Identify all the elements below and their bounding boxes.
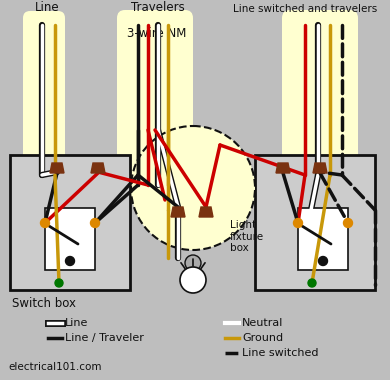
Circle shape	[319, 256, 328, 266]
Circle shape	[344, 218, 353, 228]
Polygon shape	[91, 163, 105, 173]
Text: Neutral: Neutral	[242, 318, 284, 328]
Text: Travelers: Travelers	[131, 1, 185, 14]
Circle shape	[308, 279, 316, 287]
FancyBboxPatch shape	[298, 208, 348, 270]
Circle shape	[180, 267, 206, 293]
Text: Line: Line	[35, 1, 59, 14]
Circle shape	[294, 218, 303, 228]
FancyBboxPatch shape	[255, 155, 375, 290]
Polygon shape	[171, 207, 185, 217]
Text: Switch box: Switch box	[12, 297, 76, 310]
FancyBboxPatch shape	[282, 10, 358, 196]
Polygon shape	[50, 163, 64, 173]
Text: Ground: Ground	[242, 333, 283, 343]
FancyBboxPatch shape	[23, 11, 65, 175]
Circle shape	[131, 126, 255, 250]
Text: Line: Line	[65, 318, 89, 328]
Text: Light
fixture
box: Light fixture box	[230, 220, 264, 253]
Polygon shape	[313, 163, 327, 173]
Text: Line switched and travelers: Line switched and travelers	[233, 4, 377, 14]
FancyBboxPatch shape	[10, 155, 130, 290]
Circle shape	[90, 218, 99, 228]
Circle shape	[55, 279, 63, 287]
FancyBboxPatch shape	[45, 208, 95, 270]
Text: 3-wire NM: 3-wire NM	[127, 27, 187, 40]
Polygon shape	[276, 163, 290, 173]
Circle shape	[66, 256, 74, 266]
Circle shape	[185, 255, 201, 271]
Text: Line / Traveler: Line / Traveler	[65, 333, 144, 343]
Polygon shape	[199, 207, 213, 217]
Text: electrical101.com: electrical101.com	[8, 362, 101, 372]
FancyBboxPatch shape	[117, 10, 193, 196]
Text: Line switched: Line switched	[242, 348, 319, 358]
Circle shape	[41, 218, 50, 228]
